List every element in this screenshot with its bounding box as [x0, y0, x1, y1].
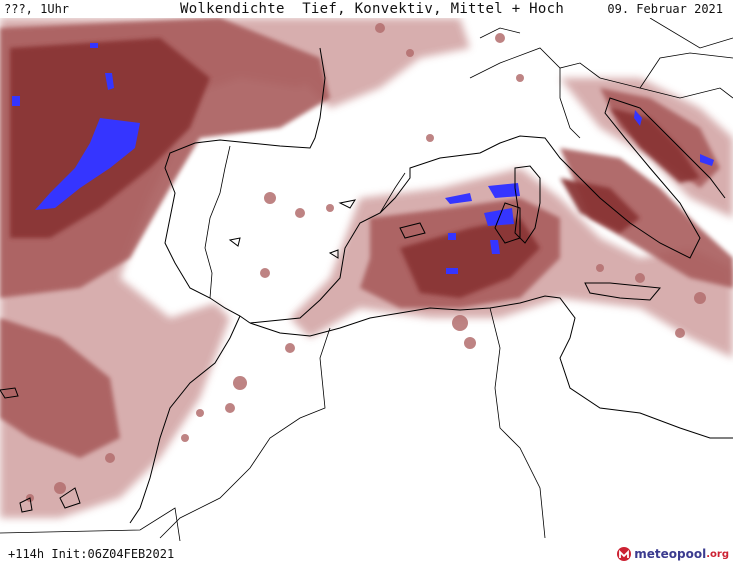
meteopool-logo[interactable]: meteopool .org	[616, 545, 729, 563]
cloud-density-map	[0, 18, 733, 541]
map-title: Wolkendichte Tief, Konvektiv, Mittel + H…	[180, 1, 565, 17]
logo-text: meteopool	[634, 547, 707, 561]
coastlines	[0, 47, 733, 524]
forecast-date: 09. Februar 2021	[607, 2, 723, 16]
convective-cloud-areas	[12, 43, 714, 274]
meteopool-logo-icon	[617, 547, 632, 561]
country-borders	[0, 18, 733, 541]
cloud-speckles	[26, 23, 706, 502]
header-run-label: ???, 1Uhr	[4, 2, 70, 16]
forecast-run-info: +114h Init:06Z04FEB2021	[8, 547, 175, 561]
map-footer: +114h Init:06Z04FEB2021 meteopool .org	[0, 541, 733, 566]
logo-tld: .org	[706, 548, 729, 560]
